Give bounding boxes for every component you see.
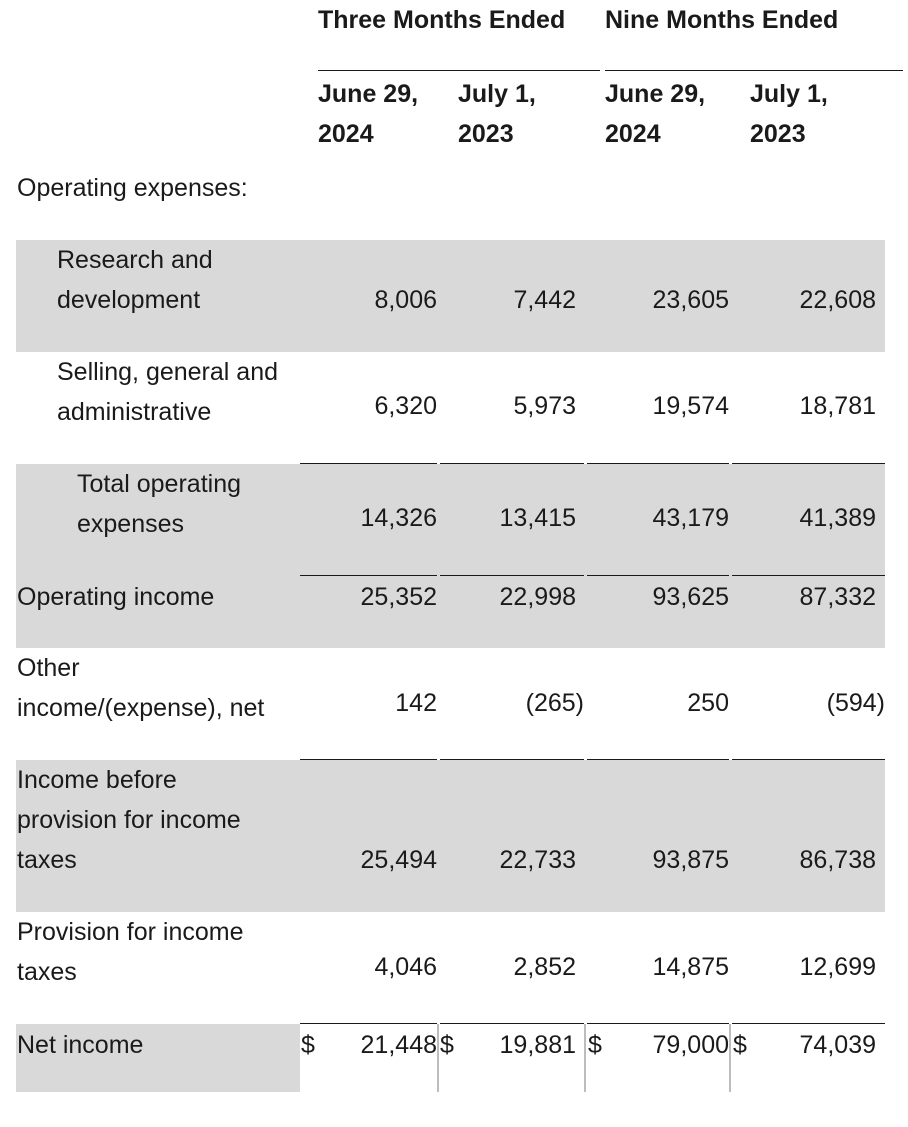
header-three-months: Three Months Ended [318, 6, 566, 34]
net-income-currency-4: $ [733, 1031, 747, 1059]
col-header-2: July 1, 2023 [458, 74, 536, 154]
rule-net-income-2 [440, 1023, 584, 1024]
sga-value-3: 19,574 [652, 392, 729, 420]
provision-value-2: 2,852 [513, 953, 576, 981]
row-label-sga-line2: administrative [57, 398, 212, 426]
row-label-income-before-tax-line2: provision for income [17, 806, 241, 834]
row-band-income-before-tax [16, 760, 885, 912]
row-label-income-before-tax: Income before provision for income taxes [17, 760, 241, 880]
rule-operating-income-2 [440, 575, 584, 576]
other-income-value-2: (265) [525, 689, 584, 717]
rule-income-before-tax-4 [732, 759, 885, 760]
col-header-4: July 1, 2023 [750, 74, 828, 154]
section-label-operating-expenses: Operating expenses: [17, 174, 248, 202]
total-opex-value-1: 14,326 [360, 504, 437, 532]
col-header-2-line1: July 1, [458, 80, 536, 108]
row-label-total-opex: Total operating expenses [77, 464, 241, 544]
rule-total-opex-3 [587, 463, 729, 464]
other-income-value-1: 142 [395, 689, 437, 717]
net-income-separator-2 [584, 1024, 586, 1092]
rule-income-before-tax-3 [587, 759, 729, 760]
provision-value-1: 4,046 [374, 953, 437, 981]
rule-operating-income-3 [587, 575, 729, 576]
income-before-tax-value-4: 86,738 [799, 846, 876, 874]
income-before-tax-value-3: 93,875 [652, 846, 729, 874]
row-label-net-income: Net income [17, 1031, 144, 1059]
total-opex-value-2: 13,415 [499, 504, 576, 532]
row-label-provision-line2: taxes [17, 958, 77, 986]
row-label-rd-line1: Research and [57, 246, 213, 274]
net-income-value-4: 74,039 [799, 1031, 876, 1059]
net-income-currency-3: $ [588, 1031, 602, 1059]
row-label-provision: Provision for income taxes [17, 912, 243, 992]
col-header-3: June 29, 2024 [605, 74, 705, 154]
row-label-other-income-line2: income/(expense), net [17, 694, 265, 722]
operating-income-value-1: 25,352 [360, 583, 437, 611]
row-band-total-opex [16, 464, 885, 648]
rule-income-before-tax-2 [440, 759, 584, 760]
col-header-1-line2: 2024 [318, 120, 374, 148]
rule-operating-income-4 [732, 575, 885, 576]
income-before-tax-value-2: 22,733 [499, 846, 576, 874]
row-label-operating-income: Operating income [17, 583, 215, 611]
col-header-1-line1: June 29, [318, 80, 419, 108]
row-band-rd [16, 240, 885, 352]
net-income-currency-2: $ [440, 1031, 454, 1059]
col-header-2-line2: 2023 [458, 120, 514, 148]
row-label-income-before-tax-line1: Income before [17, 766, 177, 794]
row-label-other-income-line1: Other [17, 654, 80, 682]
net-income-value-2: 19,881 [499, 1031, 576, 1059]
operating-income-value-2: 22,998 [499, 583, 576, 611]
row-label-sga: Selling, general and administrative [57, 352, 278, 432]
rd-value-1: 8,006 [374, 286, 437, 314]
row-label-other-income: Other income/(expense), net [17, 648, 264, 728]
net-income-separator-3 [729, 1024, 731, 1092]
rule-total-opex-1 [300, 463, 437, 464]
sga-value-4: 18,781 [799, 392, 876, 420]
sga-value-2: 5,973 [513, 392, 576, 420]
col-header-4-line1: July 1, [750, 80, 828, 108]
income-before-tax-value-1: 25,494 [360, 846, 437, 874]
col-header-4-line2: 2023 [750, 120, 806, 148]
col-header-3-line2: 2024 [605, 120, 661, 148]
header-rule-nine [605, 70, 903, 71]
row-band-net-income [16, 1024, 300, 1092]
row-label-rd-line2: development [57, 286, 201, 314]
other-income-value-4: (594) [826, 689, 885, 717]
col-header-3-line1: June 29, [605, 80, 706, 108]
row-label-income-before-tax-line3: taxes [17, 846, 77, 874]
row-label-total-opex-line2: expenses [77, 510, 185, 538]
header-nine-months: Nine Months Ended [605, 6, 839, 34]
net-income-value-3: 79,000 [652, 1031, 729, 1059]
other-income-value-3: 250 [687, 689, 729, 717]
row-label-provision-line1: Provision for income [17, 918, 244, 946]
rd-value-2: 7,442 [513, 286, 576, 314]
rule-total-opex-4 [732, 463, 885, 464]
rule-net-income-1 [300, 1023, 437, 1024]
col-header-1: June 29, 2024 [318, 74, 418, 154]
row-label-rd: Research and development [57, 240, 213, 320]
rd-value-3: 23,605 [652, 286, 729, 314]
rule-net-income-4 [732, 1023, 885, 1024]
rule-total-opex-2 [440, 463, 584, 464]
rule-income-before-tax-1 [300, 759, 437, 760]
rule-net-income-3 [587, 1023, 729, 1024]
total-opex-value-4: 41,389 [799, 504, 876, 532]
header-rule-three [318, 70, 600, 71]
operating-income-value-4: 87,332 [799, 583, 876, 611]
provision-value-3: 14,875 [652, 953, 729, 981]
rd-value-4: 22,608 [799, 286, 876, 314]
sga-value-1: 6,320 [374, 392, 437, 420]
total-opex-value-3: 43,179 [652, 504, 729, 532]
provision-value-4: 12,699 [799, 953, 876, 981]
rule-operating-income-1 [300, 575, 437, 576]
net-income-currency-1: $ [301, 1031, 315, 1059]
row-label-sga-line1: Selling, general and [57, 358, 278, 386]
net-income-separator-1 [437, 1024, 439, 1092]
operating-income-value-3: 93,625 [652, 583, 729, 611]
row-label-total-opex-line1: Total operating [77, 470, 242, 498]
net-income-value-1: 21,448 [360, 1031, 437, 1059]
